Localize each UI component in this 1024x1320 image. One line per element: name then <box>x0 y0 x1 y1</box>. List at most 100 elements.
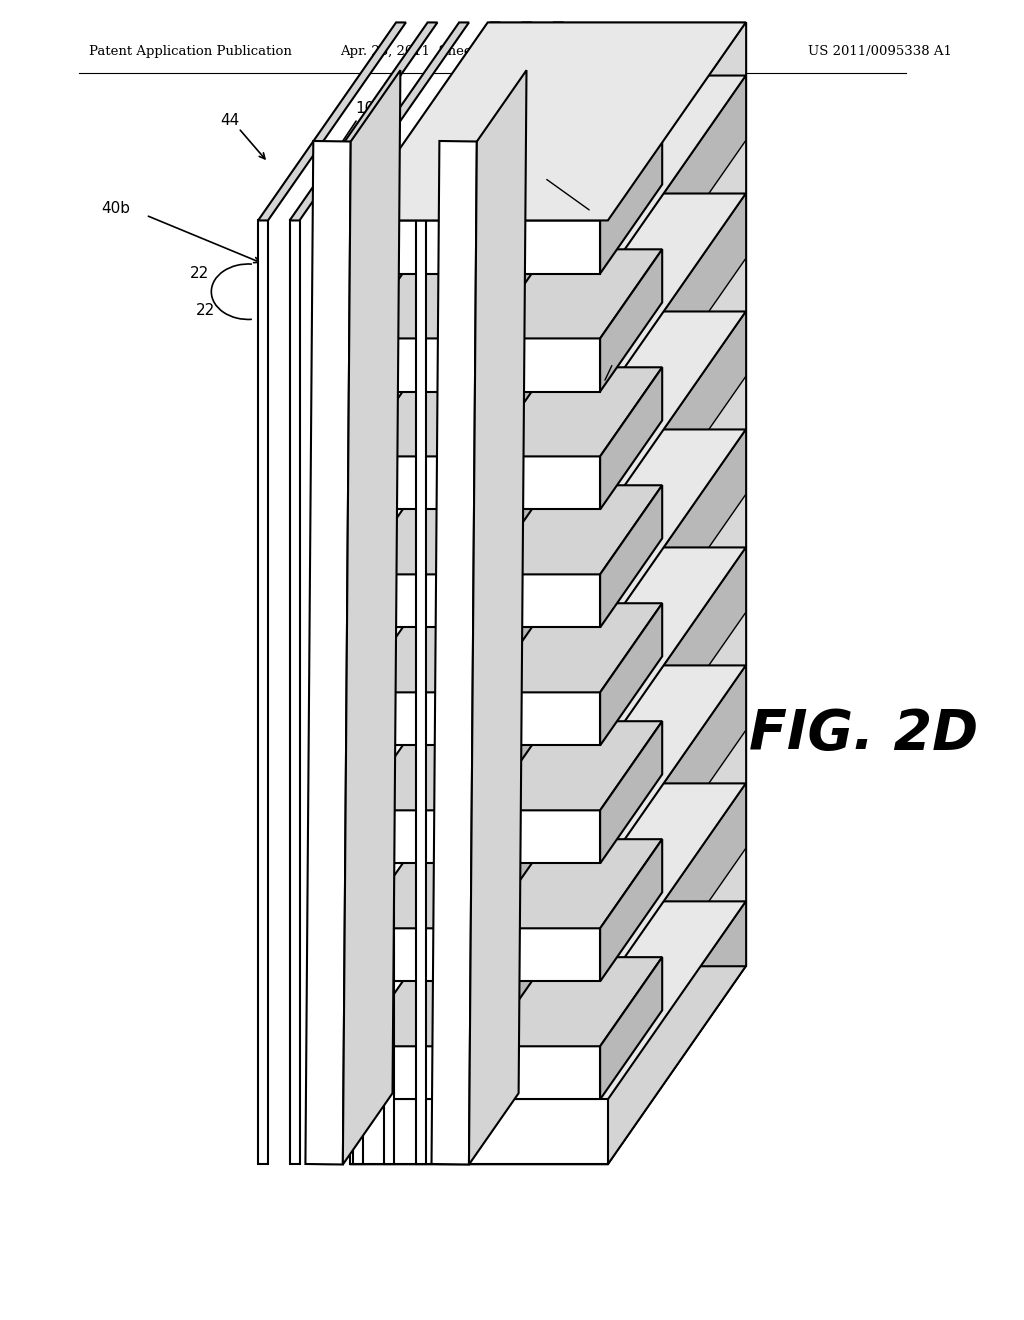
Polygon shape <box>600 957 663 1100</box>
Text: 10: 10 <box>337 153 356 169</box>
Polygon shape <box>600 603 663 746</box>
Polygon shape <box>416 22 563 220</box>
Polygon shape <box>608 548 745 810</box>
Polygon shape <box>471 721 534 863</box>
Text: 20: 20 <box>612 352 632 368</box>
Polygon shape <box>486 721 663 810</box>
Polygon shape <box>471 249 534 392</box>
Polygon shape <box>486 220 600 273</box>
Polygon shape <box>608 22 745 1164</box>
Polygon shape <box>357 810 471 863</box>
Polygon shape <box>486 574 600 627</box>
Polygon shape <box>608 75 745 338</box>
Polygon shape <box>350 966 745 1164</box>
Polygon shape <box>486 249 663 338</box>
Polygon shape <box>357 840 534 928</box>
Text: 10: 10 <box>434 100 453 116</box>
Polygon shape <box>600 721 663 863</box>
Polygon shape <box>608 665 745 928</box>
Polygon shape <box>350 194 745 392</box>
Polygon shape <box>357 957 534 1047</box>
Polygon shape <box>350 429 745 627</box>
Text: Apr. 28, 2011  Sheet 5 of 32: Apr. 28, 2011 Sheet 5 of 32 <box>340 45 527 58</box>
Polygon shape <box>471 603 534 746</box>
Polygon shape <box>486 367 663 457</box>
Polygon shape <box>350 22 745 220</box>
Polygon shape <box>258 22 406 220</box>
Polygon shape <box>469 70 526 1164</box>
Polygon shape <box>352 22 501 220</box>
Polygon shape <box>487 22 745 966</box>
Polygon shape <box>486 957 663 1047</box>
Polygon shape <box>471 486 534 627</box>
Polygon shape <box>486 692 600 746</box>
Polygon shape <box>357 338 471 392</box>
Text: 20: 20 <box>540 162 559 178</box>
Polygon shape <box>305 141 351 1164</box>
Polygon shape <box>486 338 600 392</box>
Polygon shape <box>431 141 477 1164</box>
Polygon shape <box>357 603 534 692</box>
Polygon shape <box>357 220 471 273</box>
Polygon shape <box>600 132 663 273</box>
Text: 44: 44 <box>220 112 240 128</box>
Polygon shape <box>471 367 534 510</box>
Polygon shape <box>384 22 532 220</box>
Polygon shape <box>608 312 745 574</box>
Polygon shape <box>471 957 534 1100</box>
Polygon shape <box>486 928 600 981</box>
Text: 22: 22 <box>196 302 215 318</box>
Polygon shape <box>357 1047 471 1100</box>
Polygon shape <box>608 194 745 457</box>
Polygon shape <box>357 692 471 746</box>
Text: FIG. 2D: FIG. 2D <box>749 708 978 760</box>
Polygon shape <box>357 132 534 220</box>
Polygon shape <box>357 928 471 981</box>
Polygon shape <box>350 548 745 746</box>
Polygon shape <box>600 367 663 510</box>
Polygon shape <box>290 220 299 1164</box>
Polygon shape <box>350 981 608 1047</box>
Polygon shape <box>600 249 663 392</box>
Polygon shape <box>350 783 745 981</box>
Text: 10: 10 <box>441 158 461 174</box>
Polygon shape <box>350 1100 608 1164</box>
Polygon shape <box>486 810 600 863</box>
Polygon shape <box>416 220 426 1164</box>
Text: 10: 10 <box>355 100 374 116</box>
Polygon shape <box>357 457 471 510</box>
Polygon shape <box>486 840 663 928</box>
Polygon shape <box>350 312 745 510</box>
Text: US 2011/0095338 A1: US 2011/0095338 A1 <box>808 45 951 58</box>
Polygon shape <box>357 249 534 338</box>
Polygon shape <box>322 22 469 220</box>
Polygon shape <box>608 902 745 1164</box>
Polygon shape <box>350 746 608 810</box>
Polygon shape <box>384 220 394 1164</box>
Polygon shape <box>486 486 663 574</box>
Polygon shape <box>471 840 534 981</box>
Polygon shape <box>357 574 471 627</box>
Polygon shape <box>290 22 437 220</box>
Polygon shape <box>357 721 534 810</box>
Polygon shape <box>486 132 663 220</box>
Text: D₂: D₂ <box>371 597 387 610</box>
Polygon shape <box>258 220 268 1164</box>
Text: 42: 42 <box>542 112 561 128</box>
Polygon shape <box>350 392 608 457</box>
Polygon shape <box>343 70 400 1164</box>
Polygon shape <box>357 367 534 457</box>
Polygon shape <box>486 1047 600 1100</box>
Polygon shape <box>608 429 745 692</box>
Polygon shape <box>350 665 745 863</box>
Text: D₁: D₁ <box>482 597 499 610</box>
Polygon shape <box>600 840 663 981</box>
Polygon shape <box>350 273 608 338</box>
Polygon shape <box>322 220 331 1164</box>
Polygon shape <box>471 132 534 273</box>
Polygon shape <box>352 220 362 1164</box>
Polygon shape <box>350 902 745 1100</box>
Text: 22: 22 <box>189 265 209 281</box>
Polygon shape <box>486 603 663 692</box>
Polygon shape <box>486 457 600 510</box>
